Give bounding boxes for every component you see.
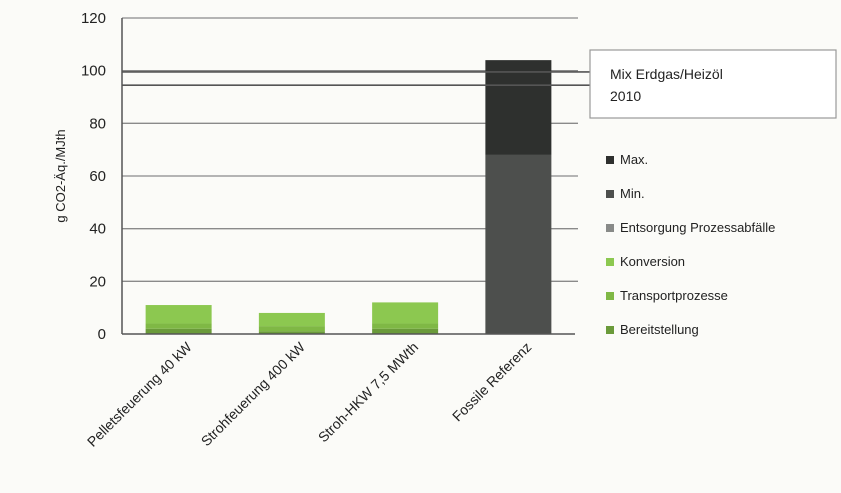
annotation-box: Mix Erdgas/Heizöl 2010 (589, 49, 837, 119)
legend-entry: Transportprozesse (620, 288, 728, 303)
legend-entry: Min. (620, 186, 645, 201)
legend: Max. Min. Entsorgung Prozessabfälle Konvers… (606, 152, 775, 337)
y-axis-ticks: 0 20 40 60 80 100 120 (81, 10, 106, 343)
legend-swatch (606, 190, 614, 198)
reference-lines (122, 71, 590, 86)
annotation-frame (589, 49, 837, 119)
y-tick-label: 60 (89, 168, 106, 185)
legend-swatch (606, 258, 614, 266)
legend-entry: Entsorgung Prozessabfälle (620, 220, 775, 235)
legend-swatch (606, 326, 614, 334)
legend-entry: Konversion (620, 254, 685, 269)
legend-entry: Max. (620, 152, 648, 167)
bar-segment (145, 328, 212, 334)
y-tick-label: 80 (89, 115, 106, 132)
y-tick-label: 100 (81, 63, 106, 80)
legend-swatch (606, 292, 614, 300)
legend-entry: Bereitstellung (620, 322, 699, 337)
bar-segment (145, 323, 212, 329)
annotation-line-1: Mix Erdgas/Heizöl (610, 66, 723, 82)
y-tick-label: 20 (89, 273, 106, 290)
bar-segment (372, 328, 439, 334)
bar-segment (258, 331, 325, 334)
bar-segment (372, 323, 439, 329)
category-label: Pelletsfeuerung 40 kW (84, 338, 195, 449)
bars (145, 60, 552, 334)
category-label: Stroh-HKW 7,5 MWth (315, 339, 421, 445)
bar-segment (485, 154, 552, 334)
category-labels: Pelletsfeuerung 40 kW Strohfeuerung 400 k… (84, 338, 535, 449)
bar-segment (485, 60, 552, 155)
bar-segment (258, 312, 325, 327)
y-tick-label: 120 (81, 10, 106, 27)
y-tick-label: 0 (98, 326, 106, 343)
bar-segment (372, 302, 439, 324)
category-label: Strohfeuerung 400 kW (198, 338, 309, 449)
category-label: Fossile Referenz (449, 339, 535, 425)
bar-segment (145, 305, 212, 324)
legend-swatch (606, 156, 614, 164)
legend-swatch (606, 224, 614, 232)
bar-segment (258, 326, 325, 332)
y-tick-label: 40 (89, 221, 106, 238)
y-axis-label: g CO2-Äq./MJth (53, 129, 68, 222)
annotation-line-2: 2010 (610, 88, 641, 104)
